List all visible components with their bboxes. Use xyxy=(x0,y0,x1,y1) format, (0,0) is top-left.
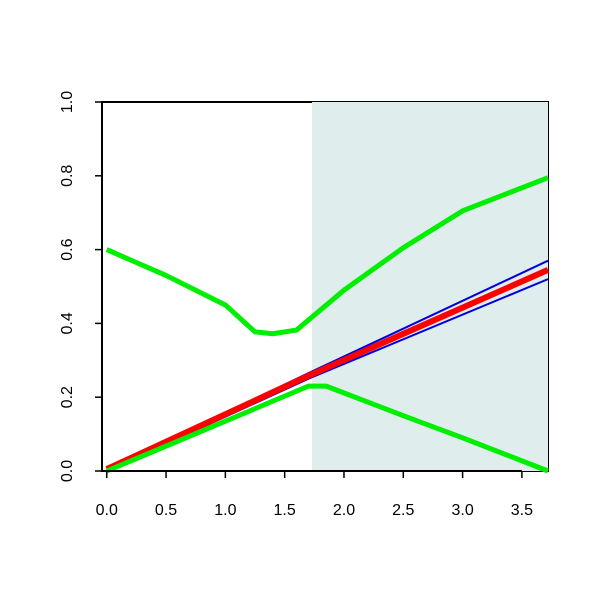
x-tick-label: 1.0 xyxy=(214,502,236,519)
y-tick-label: 0.4 xyxy=(59,312,76,334)
data-line xyxy=(105,383,549,474)
y-tick-label: 0.8 xyxy=(59,165,76,187)
data-line xyxy=(105,175,549,337)
x-tick-label: 2.5 xyxy=(392,502,414,519)
x-tick-label: 1.5 xyxy=(274,502,296,519)
y-tick-label: 0.6 xyxy=(59,238,76,260)
data-line xyxy=(105,267,550,472)
y-tick-label: 0.2 xyxy=(59,386,76,408)
x-tick-label: 3.0 xyxy=(451,502,473,519)
x-tick-label: 3.5 xyxy=(511,502,533,519)
x-tick-label: 0.0 xyxy=(96,502,118,519)
x-tick-label: 0.5 xyxy=(155,502,177,519)
y-tick-label: 1.0 xyxy=(59,91,76,113)
y-tick-label: 0.0 xyxy=(59,460,76,482)
x-tick-label: 2.0 xyxy=(333,502,355,519)
